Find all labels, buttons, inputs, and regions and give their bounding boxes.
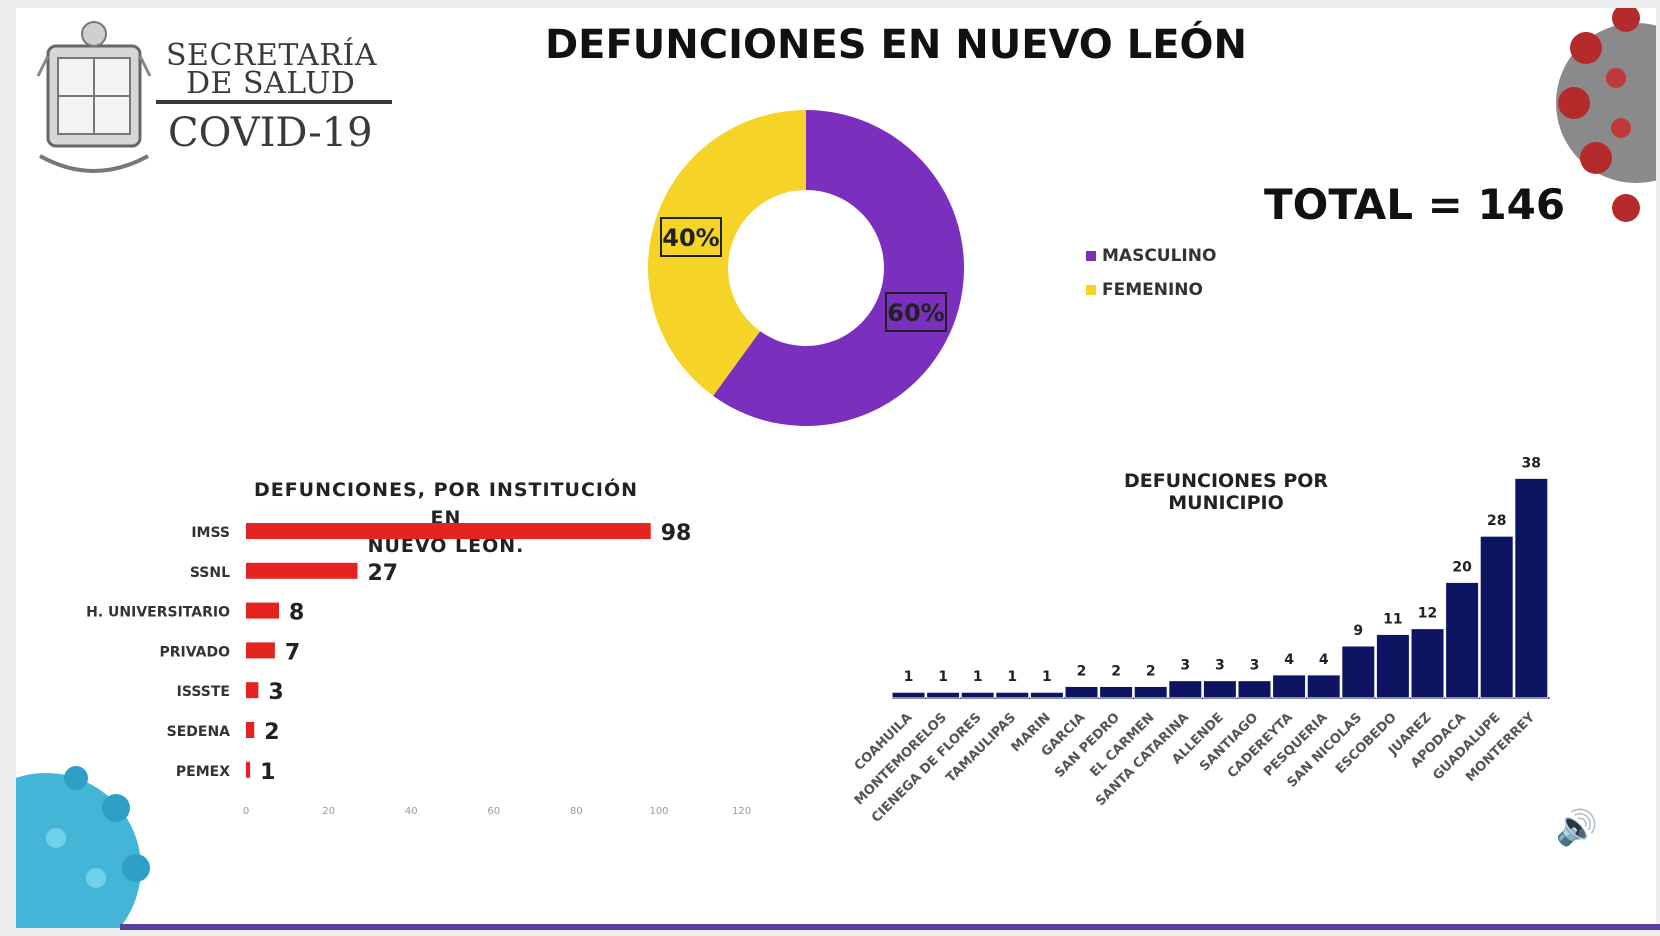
- municipio-bar: [891, 691, 926, 699]
- municipio-bar: [1202, 680, 1237, 699]
- institution-title-line-2: NUEVO LEÓN.: [367, 535, 525, 557]
- legend-swatch-masculino: [1086, 251, 1096, 261]
- institution-x-tick: 0: [243, 806, 249, 817]
- municipio-bar: [1237, 680, 1272, 699]
- legend-label-masculino: MASCULINO: [1102, 246, 1217, 266]
- legend-masculino: MASCULINO: [1086, 246, 1216, 266]
- institution-x-tick: 120: [732, 806, 751, 817]
- municipio-value-label: 1: [1007, 669, 1017, 685]
- institution-bar: [246, 682, 259, 699]
- institution-bar: [246, 562, 358, 579]
- municipio-bar: [1064, 685, 1099, 699]
- donut-data-label: 60%: [887, 299, 944, 327]
- donut-label-box: [885, 292, 947, 332]
- municipio-value-label: 20: [1452, 559, 1472, 575]
- legend-label-femenino: FEMENINO: [1102, 280, 1203, 300]
- municipio-value-label: 1: [973, 669, 983, 685]
- municipio-value-label: 12: [1418, 606, 1437, 622]
- municipio-chart-title: DEFUNCIONES POR MUNICIPIO: [1123, 470, 1329, 514]
- institution-value-label: 2: [264, 720, 279, 745]
- slide: SECRETARÍA DE SALUD COVID-19 DEFUNCIONES…: [16, 8, 1656, 928]
- municipio-value-label: 9: [1353, 623, 1363, 639]
- donut-slice-masculino: [713, 110, 964, 426]
- institution-bar-chart: IMSS 98 SSNL 27 H. UNIVERSITARIO 8 PRIVADO 7 ISS…: [86, 521, 751, 817]
- institution-value-label: 3: [268, 680, 283, 705]
- municipio-value-label: 4: [1284, 652, 1294, 668]
- virus-icon: [16, 766, 150, 928]
- municipio-value-label: 38: [1522, 455, 1541, 471]
- municipio-bar: [1306, 674, 1341, 699]
- municipio-bar: [1099, 685, 1134, 699]
- institution-value-label: 1: [260, 760, 275, 785]
- municipio-value-label: 2: [1146, 663, 1156, 679]
- municipio-bar: [1341, 645, 1376, 699]
- municipio-bar: [960, 691, 995, 699]
- institution-bar: [246, 602, 280, 619]
- bottom-accent-bar: [120, 924, 1660, 930]
- institution-category-label: PEMEX: [176, 764, 230, 780]
- municipio-bar: [1479, 535, 1514, 699]
- donut-chart: 60% 40%: [648, 110, 964, 426]
- municipio-value-label: 3: [1250, 658, 1260, 674]
- institution-category-label: IMSS: [191, 525, 230, 541]
- page-title: DEFUNCIONES EN NUEVO LEÓN: [544, 22, 1248, 68]
- brand-secretaria: SECRETARÍA: [166, 38, 378, 73]
- donut-label-box: [660, 217, 722, 257]
- municipio-bar: [1514, 477, 1549, 699]
- institution-x-tick: 60: [487, 806, 500, 817]
- institution-x-tick: 40: [405, 806, 418, 817]
- municipio-bar: [1133, 685, 1168, 699]
- brand-de-salud: DE SALUD: [186, 66, 356, 101]
- institution-x-tick: 20: [322, 806, 335, 817]
- municipio-value-label: 4: [1319, 652, 1329, 668]
- institution-x-tick: 80: [570, 806, 583, 817]
- legend-swatch-femenino: [1086, 285, 1096, 295]
- institution-value-label: 8: [289, 601, 304, 626]
- brand-covid: COVID-19: [168, 110, 373, 156]
- municipio-bar: [926, 691, 961, 699]
- municipio-bar: [1375, 633, 1410, 699]
- institution-value-label: 98: [661, 521, 692, 546]
- municipio-value-label: 3: [1180, 658, 1190, 674]
- municipio-bar: [1445, 581, 1480, 699]
- donut-data-label: 40%: [662, 224, 719, 252]
- municipio-value-label: 28: [1487, 513, 1506, 529]
- brand-divider: [156, 100, 392, 104]
- institution-category-label: PRIVADO: [160, 644, 231, 660]
- institution-bar: [246, 761, 251, 778]
- legend-femenino: FEMENINO: [1086, 280, 1203, 300]
- municipio-value-label: 1: [938, 669, 948, 685]
- municipio-value-label: 1: [904, 669, 914, 685]
- speaker-icon[interactable]: 🔊: [1555, 808, 1598, 848]
- institution-category-label: H. UNIVERSITARIO: [86, 605, 230, 621]
- municipio-bar: [1029, 691, 1064, 699]
- municipio-bar: [1168, 680, 1203, 699]
- institution-bar: [246, 523, 651, 539]
- municipio-bar: [995, 691, 1030, 699]
- institution-x-tick: 100: [649, 806, 668, 817]
- institution-bar: [246, 642, 275, 659]
- institution-value-label: 7: [285, 640, 300, 665]
- municipio-value-label: 11: [1383, 611, 1402, 627]
- institution-category-label: ISSSTE: [177, 684, 230, 700]
- municipio-value-label: 2: [1077, 663, 1087, 679]
- virus-icon: [1556, 8, 1656, 222]
- municipio-value-label: 2: [1111, 663, 1121, 679]
- donut-slice-femenino: [648, 110, 806, 396]
- institution-bar: [246, 722, 255, 738]
- municipio-bar: [1410, 628, 1445, 699]
- institution-category-label: SSNL: [190, 565, 230, 581]
- total-deaths: TOTAL = 146: [1264, 180, 1566, 229]
- municipio-value-label: 3: [1215, 658, 1225, 674]
- state-seal-icon: [36, 21, 152, 173]
- municipio-value-label: 1: [1042, 669, 1052, 685]
- institution-value-label: 27: [368, 561, 399, 586]
- municipio-bar: [1272, 674, 1307, 699]
- institution-category-label: SEDENA: [167, 724, 231, 740]
